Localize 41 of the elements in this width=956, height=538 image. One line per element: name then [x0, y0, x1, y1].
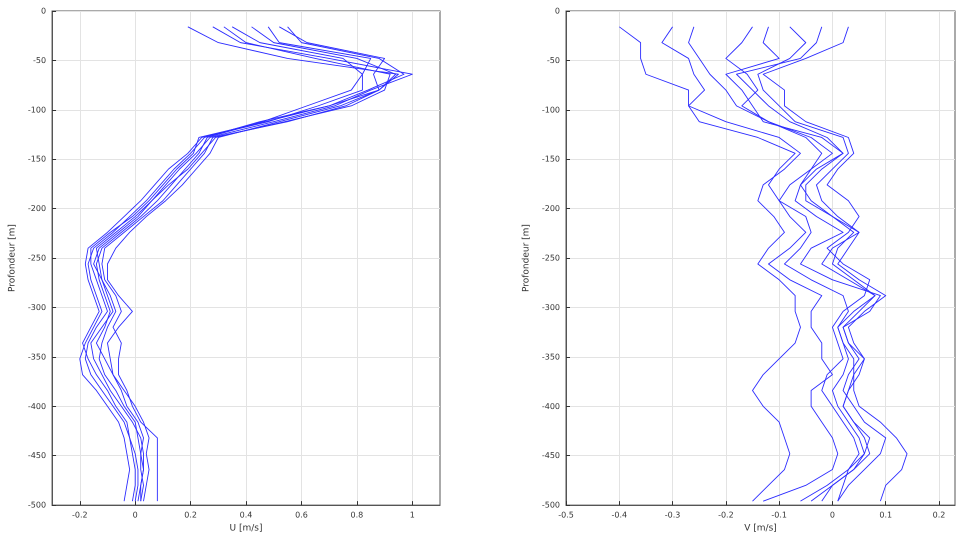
- y-tick-label: -200: [542, 204, 560, 214]
- y-tick-label: 0: [40, 6, 46, 16]
- y-tick-label: -250: [542, 254, 560, 263]
- y-tick-label: -200: [28, 204, 46, 214]
- x-tick-label: -0.5: [558, 510, 574, 520]
- x-tick-label: 1: [410, 510, 415, 520]
- x-tick-label: 0: [132, 510, 138, 520]
- y-tick-label: -300: [542, 302, 560, 312]
- x-tick-label: 0: [830, 510, 835, 520]
- x-tick-label: -0.2: [72, 510, 88, 520]
- y-axis-title: Profondeur [m]: [8, 224, 18, 292]
- y-tick-label: -150: [542, 154, 560, 164]
- y-tick-label: -400: [28, 402, 46, 411]
- y-tick-label: -50: [32, 56, 46, 65]
- x-tick-label: 0.8: [350, 510, 364, 520]
- x-tick-label: 0.6: [295, 510, 308, 520]
- x-tick-label: -0.2: [718, 510, 734, 520]
- y-tick-label: -450: [542, 451, 560, 460]
- y-tick-label: -100: [542, 105, 560, 114]
- y-tick-label: -450: [28, 451, 46, 460]
- x-tick-label: -0.1: [771, 510, 787, 520]
- y-tick-label: -300: [28, 302, 46, 312]
- y-axis-title: Profondeur [m]: [521, 224, 532, 292]
- x-tick-label: -0.4: [611, 510, 628, 520]
- x-tick-label: 0.2: [184, 510, 197, 520]
- y-tick-label: -100: [28, 105, 46, 114]
- y-tick-label: -400: [542, 402, 560, 411]
- x-tick-label: 0.4: [240, 510, 252, 520]
- y-tick-label: -350: [28, 352, 46, 362]
- x-axis-title: V [m/s]: [744, 524, 777, 534]
- x-tick-label: -0.3: [664, 510, 680, 520]
- x-axis-title: U [m/s]: [230, 524, 263, 534]
- y-tick-label: -350: [542, 352, 560, 362]
- y-tick-label: -500: [28, 500, 46, 510]
- y-tick-label: -500: [542, 500, 560, 510]
- y-tick-label: -250: [28, 254, 46, 263]
- y-tick-label: 0: [554, 6, 560, 16]
- x-tick-label: 0.2: [932, 510, 946, 520]
- y-tick-label: -150: [28, 154, 46, 164]
- x-tick-label: 0.1: [879, 510, 892, 520]
- y-tick-label: -50: [546, 56, 560, 65]
